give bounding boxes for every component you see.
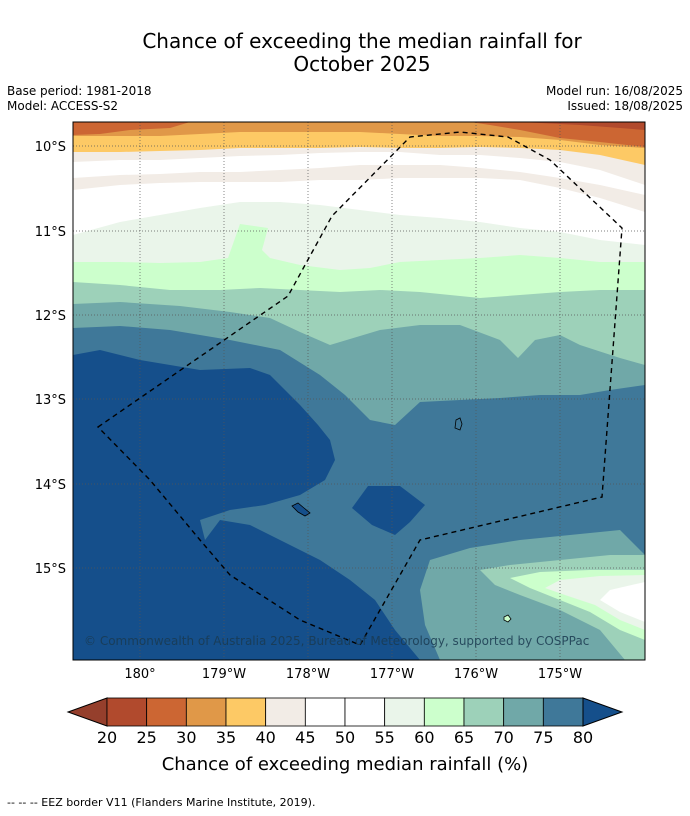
lon-label: 179°W xyxy=(202,667,246,682)
colorbar-tick: 50 xyxy=(335,728,355,747)
colorbar-swatch xyxy=(463,697,505,727)
colorbar-swatch xyxy=(225,697,267,727)
colorbar-swatch xyxy=(344,697,386,727)
map-frame xyxy=(72,121,646,661)
lat-label: 14°S xyxy=(35,478,66,493)
colorbar-swatch xyxy=(503,697,544,727)
colorbar-tick: 25 xyxy=(136,728,156,747)
eez-footnote: -- -- -- EEZ border V11 (Flanders Marine… xyxy=(7,796,316,809)
lon-label: 176°W xyxy=(454,667,498,682)
colorbar-swatch xyxy=(542,697,584,727)
meta-right: Model run: 16/08/2025 Issued: 18/08/2025 xyxy=(546,84,683,114)
lon-label: 175°W xyxy=(538,667,582,682)
chart-title: Chance of exceeding the median rainfall … xyxy=(0,30,690,76)
colorbar-swatch xyxy=(106,697,148,727)
island-southeast xyxy=(503,614,512,623)
colorbar xyxy=(66,697,624,727)
colorbar-over-arrow xyxy=(582,697,624,727)
model-run: Model run: 16/08/2025 xyxy=(545,84,683,98)
colorbar-swatch xyxy=(423,697,465,727)
colorbar-swatch xyxy=(146,697,187,727)
colorbar-tick: 65 xyxy=(454,728,474,747)
island-south xyxy=(291,502,311,517)
colorbar-label: Chance of exceeding median rainfall (%) xyxy=(162,754,529,775)
base-period: Base period: 1981-2018 xyxy=(7,84,152,98)
lat-label: 10°S xyxy=(35,140,66,155)
colorbar-tick: 55 xyxy=(374,728,394,747)
colorbar-tick: 80 xyxy=(573,728,593,747)
band-55-60 xyxy=(73,122,645,630)
lon-label: 178°W xyxy=(286,667,330,682)
eez-border xyxy=(96,131,623,646)
issued-date: Issued: 18/08/2025 xyxy=(567,99,683,113)
band-30-35 xyxy=(73,122,645,148)
map-grid xyxy=(73,122,645,660)
lat-label: 11°S xyxy=(35,225,66,240)
colorbar-swatch xyxy=(304,697,346,727)
latitude-labels: 10°S 11°S 12°S 13°S 14°S 15°S xyxy=(35,140,66,577)
meta-left: Base period: 1981-2018 Model: ACCESS-S2 xyxy=(7,84,152,114)
colorbar-under-arrow xyxy=(66,697,108,727)
lon-label: 177°W xyxy=(370,667,414,682)
band-20-25 xyxy=(520,122,645,130)
colorbar-tick: 35 xyxy=(216,728,236,747)
title-line-2: October 2025 xyxy=(293,52,431,76)
longitude-labels: 180° 179°W 178°W 177°W 176°W 175°W xyxy=(124,667,582,682)
band-80-island xyxy=(352,486,425,535)
colorbar-tick: 45 xyxy=(295,728,315,747)
copyright-note: © Commonwealth of Australia 2025, Bureau… xyxy=(84,634,589,648)
colorbar-tick: 20 xyxy=(97,728,117,747)
lon-label: 180° xyxy=(124,667,155,682)
lat-label: 15°S xyxy=(35,562,66,577)
colorbar-swatch xyxy=(265,697,306,727)
colorbar-tick: 40 xyxy=(255,728,275,747)
colorbar-swatch xyxy=(185,697,227,727)
colorbar-tick: 70 xyxy=(493,728,513,747)
colorbar-tick: 30 xyxy=(176,728,196,747)
lat-label: 12°S xyxy=(35,309,66,324)
colorbar-swatch xyxy=(384,697,425,727)
colorbar-tick: 60 xyxy=(414,728,434,747)
title-line-1: Chance of exceeding the median rainfall … xyxy=(142,29,582,53)
contour-map xyxy=(73,122,645,660)
model-name: Model: ACCESS-S2 xyxy=(7,99,119,113)
colorbar-ticks: 20 25 30 35 40 45 50 55 60 65 70 75 80 xyxy=(97,728,593,747)
colorbar-tick: 75 xyxy=(533,728,553,747)
island-east xyxy=(454,417,463,431)
lat-label: 13°S xyxy=(35,393,66,408)
